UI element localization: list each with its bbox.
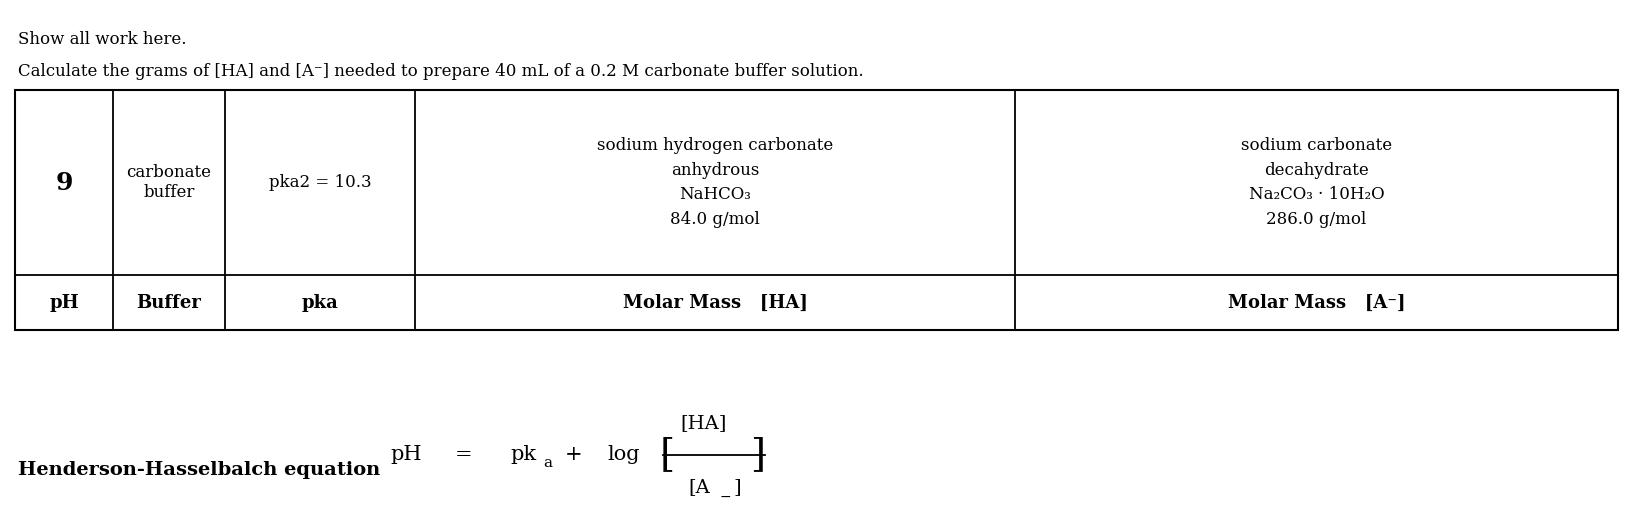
Text: =: = (455, 446, 472, 465)
Text: [A: [A (687, 478, 710, 496)
Text: pH: pH (49, 294, 78, 312)
Text: 9: 9 (55, 171, 73, 194)
Text: ]: ] (733, 478, 741, 496)
Text: carbonate
buffer: carbonate buffer (126, 164, 212, 201)
Text: sodium hydrogen carbonate
anhydrous
NaHCO₃
84.0 g/mol: sodium hydrogen carbonate anhydrous NaHC… (597, 137, 832, 228)
Text: Molar Mass   [HA]: Molar Mass [HA] (622, 294, 806, 312)
Text: Show all work here.: Show all work here. (18, 32, 186, 49)
Text: sodium carbonate
decahydrate
Na₂CO₃ · 10H₂O
286.0 g/mol: sodium carbonate decahydrate Na₂CO₃ · 10… (1240, 137, 1390, 228)
Text: [HA]: [HA] (679, 414, 726, 432)
Text: Molar Mass   [A⁻]: Molar Mass [A⁻] (1227, 294, 1405, 312)
Bar (15, 90, 1617, 330)
Text: +: + (565, 446, 583, 465)
Text: −: − (720, 490, 731, 504)
Text: log: log (607, 446, 640, 465)
Text: Buffer: Buffer (137, 294, 201, 312)
Text: ]: ] (749, 437, 765, 474)
Text: [: [ (659, 437, 674, 474)
Text: pka: pka (302, 294, 338, 312)
Text: Calculate the grams of [HA] and [A⁻] needed to prepare 40 mL of a 0.2 M carbonat: Calculate the grams of [HA] and [A⁻] nee… (18, 63, 863, 80)
Text: a: a (543, 456, 552, 470)
Text: pk: pk (509, 446, 535, 465)
Text: pH: pH (390, 446, 421, 465)
Text: pka2 = 10.3: pka2 = 10.3 (269, 174, 370, 191)
Text: Henderson-Hasselbalch equation: Henderson-Hasselbalch equation (18, 461, 380, 479)
